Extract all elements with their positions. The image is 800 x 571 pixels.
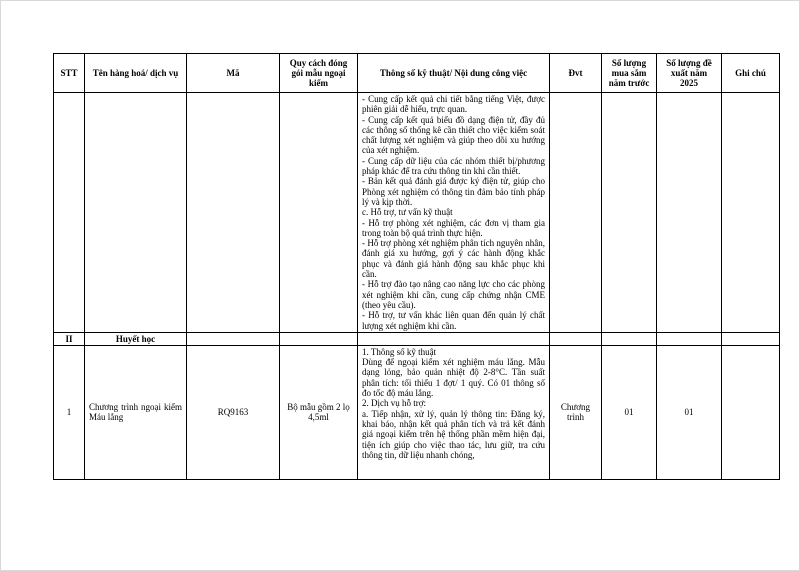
column-header: Đvt <box>549 53 602 93</box>
section-number: II <box>53 331 85 346</box>
spec-line: - Cung cấp kết quả biểu đồ dạng điện tử,… <box>362 114 545 156</box>
continuation-row: - Cung cấp kết quả chi tiết bằng tiếng V… <box>53 92 780 333</box>
unit: Chương trình <box>549 344 602 480</box>
column-header: Mã <box>186 53 280 93</box>
column-header: Tên hàng hoá/ dịch vụ <box>84 53 187 93</box>
column-header: Quy cách đóng gói mẫu ngoại kiểm <box>279 53 358 93</box>
proposed-qty: 01 <box>656 344 722 480</box>
spec-line: a. Tiếp nhận, xử lý, quản lý thông tin: … <box>362 408 545 460</box>
spec-cell: 1. Thông số kỹ thuật Dùng để ngoại kiểm x… <box>357 344 550 480</box>
spec-line: - Hỗ trợ phòng xét nghiệm phân tích nguy… <box>362 238 545 280</box>
spec-line: - Cung cấp kết quả chi tiết bằng tiếng V… <box>362 94 545 115</box>
section-row: II Huyết học <box>53 331 780 346</box>
header-row: STT Tên hàng hoá/ dịch vụ Mã Quy cách đóng … <box>53 53 780 93</box>
column-header: STT <box>53 53 85 93</box>
spec-line: c. Hỗ trợ, tư vấn kỹ thuật <box>362 207 453 218</box>
code: RQ9163 <box>186 344 280 480</box>
section-name: Huyết học <box>84 331 187 346</box>
spec-line: - Cung cấp dữ liệu của các nhóm thiết bị… <box>362 155 545 177</box>
spec-line: 2. Dịch vụ hỗ trợ: <box>362 398 427 409</box>
item-name: Chương trình ngoại kiểm Máu lắng <box>84 344 187 480</box>
spec-line: - Hỗ trợ, tư vấn khác liên quan đến quản… <box>362 310 545 331</box>
item-row: 1 Chương trình ngoại kiểm Máu lắng RQ916… <box>53 344 780 480</box>
spec-line: Dùng để ngoại kiểm xét nghiệm máu lắng. … <box>362 357 545 399</box>
packaging: Bộ mẫu gồm 2 lọ 4,5ml <box>279 344 358 480</box>
column-header: Thông số kỹ thuật/ Nội dung công việc <box>357 53 550 93</box>
previous-qty: 01 <box>601 344 657 480</box>
column-header: Ghi chú <box>721 53 780 93</box>
spec-line: - Bản kết quả đánh giá được ký điện tử, … <box>362 176 545 207</box>
column-header: Số lượng mua sắm năm trước <box>601 53 657 93</box>
table: STT Tên hàng hoá/ dịch vụ Mã Quy cách đóng … <box>53 53 780 480</box>
column-header: Số lượng đề xuất năm 2025 <box>656 53 722 93</box>
spec-line: - Hỗ trợ đào tạo nâng cao năng lực cho c… <box>362 279 545 310</box>
spec-line: 1. Thông số kỹ thuật <box>362 346 437 357</box>
spec-line: - Hỗ trợ phòng xét nghiệm, các đơn vị th… <box>362 217 545 238</box>
stt: 1 <box>53 344 85 480</box>
note <box>721 344 780 480</box>
spec-cell: - Cung cấp kết quả chi tiết bằng tiếng V… <box>357 92 550 333</box>
